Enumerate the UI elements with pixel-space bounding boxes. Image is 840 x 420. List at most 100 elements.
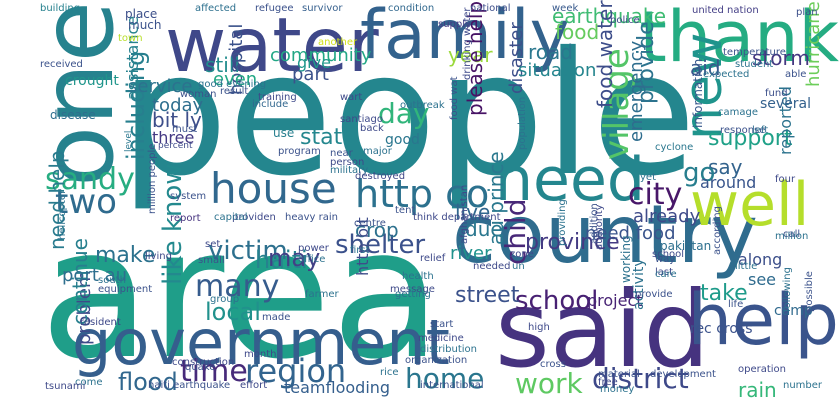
word-well-10: well (690, 170, 810, 240)
word-set-173: set (205, 239, 221, 250)
word-live-56: live (455, 200, 491, 224)
word-start-148: start (430, 319, 454, 330)
word-country-4: country (452, 188, 758, 281)
word-thank-8: thank (639, 0, 839, 78)
word-rice-159: rice (380, 367, 399, 378)
word-storm-47: storm (752, 46, 810, 70)
word-school-191: school (652, 249, 685, 260)
word-santiago-122: santiago (340, 114, 383, 125)
word-http-co-14: http co (355, 172, 490, 216)
word-provide-187: provide (635, 289, 673, 300)
word-last-140: last (655, 267, 674, 278)
word-rain-46: rain (738, 378, 777, 402)
word-million-135: million (775, 231, 809, 242)
word-police-116: police (610, 15, 640, 26)
word-food-31: food (555, 20, 600, 44)
word-shelter-32: shelter (335, 230, 426, 260)
word-authority-185: authority (594, 204, 605, 250)
word-refugee-109: refugee (255, 3, 294, 14)
word-system-132: system (170, 191, 207, 202)
word-must-121: must (172, 124, 198, 135)
word-town-104: town (118, 33, 143, 44)
word-home-28: home (405, 362, 485, 395)
word-expected-128: expected (703, 69, 750, 80)
word-government-7: government (72, 306, 450, 379)
word-see-92: see (748, 270, 777, 289)
word-level-120: level (124, 130, 134, 152)
word-two-24: two (55, 182, 117, 222)
word-needed-143: needed (473, 261, 511, 272)
word-place-102: place (125, 7, 158, 21)
word-teamflooding-82: teamflooding (284, 378, 391, 397)
word-today-66: today (152, 95, 204, 116)
word-material-208: material (598, 369, 640, 380)
word-three-89: three (152, 128, 195, 147)
word-little-141: little (735, 261, 758, 272)
word-power-149: power (298, 243, 329, 254)
word-military-99: military (330, 165, 369, 176)
word-good-evening-201: good evening (198, 79, 267, 90)
word-call-136: call (783, 229, 801, 240)
word-one-2: one (19, 1, 136, 188)
word-month-167: month (244, 349, 277, 360)
word-include-125: include (252, 99, 289, 110)
word-use-96: use (273, 126, 295, 140)
word-aid-48: aid (690, 56, 721, 80)
word-sandy-23: sandy (45, 162, 135, 197)
word-relief-188: relief (420, 253, 446, 264)
word-disaster-62: disaster (506, 22, 527, 94)
word-community-50: community (270, 45, 372, 66)
word-money-210: money (600, 384, 635, 395)
word-rec-cross-87: rec cross (690, 321, 753, 337)
word-even-67: even (213, 69, 258, 90)
word-equipment-154: equipment (98, 284, 153, 295)
word-way-139: way (655, 254, 676, 265)
word-construction-179: construction (172, 357, 235, 368)
word-need-food-74: need food (585, 223, 676, 244)
word-wart-127: wart (340, 92, 363, 103)
word-south-153: south (98, 275, 126, 286)
word-support-42: support (708, 126, 793, 151)
word-like-know-15: like know (158, 163, 188, 285)
word-emergency-84: emergency (626, 40, 647, 142)
word-camage-189: camage (718, 107, 758, 118)
word-according-142: according (712, 206, 723, 255)
word-house-11: house (210, 164, 337, 213)
word-cyclone-94: cyclone (655, 142, 694, 153)
word-tent-172: tent (395, 205, 416, 216)
word-tsunami-170: tsunami (45, 381, 86, 392)
word-capital-195: capital (214, 212, 248, 223)
word-water-5: water (165, 1, 379, 89)
word-school-20: school (515, 286, 599, 316)
word-resident-155: resident (80, 317, 121, 328)
word-destroyed-100: destroyed (355, 171, 406, 182)
word-day-25: day (378, 97, 430, 130)
word-helicopter-207: helicopter (57, 189, 68, 240)
word-crop-55: crop (355, 218, 399, 242)
word-due-57: due (465, 217, 503, 241)
word-living-152: living (145, 251, 172, 262)
word-part-68: part (292, 64, 329, 85)
word-street-40: street (455, 283, 520, 308)
word-national-106: national (470, 3, 511, 14)
word-camp-86: camp (774, 303, 813, 319)
word-au-prince-80: au prince (484, 151, 508, 245)
word-help-12: help (687, 279, 839, 361)
word-road-49: road (528, 40, 573, 64)
word-four-134: four (775, 174, 796, 185)
word-office-150: office (298, 254, 326, 265)
word-made-166: made (262, 312, 291, 323)
word-possible-169: possible (804, 271, 815, 312)
word-year-53: year (448, 43, 493, 67)
word-district-19: district (592, 362, 689, 395)
word-million-people-196: million people (147, 143, 158, 214)
word-disease-117: disease (50, 108, 96, 122)
word-development-211: development (650, 369, 716, 380)
word-think-department-206: think department (413, 212, 501, 223)
word-said-3: said (495, 269, 710, 391)
word-health-177: health (402, 271, 434, 282)
word-family-6: family (360, 0, 570, 75)
word-take-44: take (700, 281, 748, 306)
word-outbreak-204: outbreak (400, 100, 445, 111)
